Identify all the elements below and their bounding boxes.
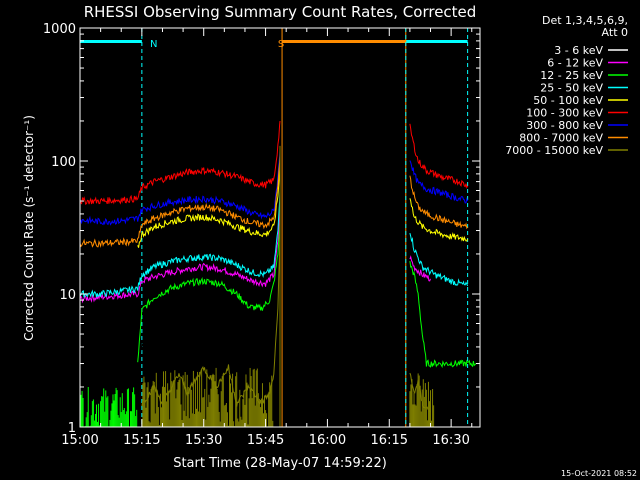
night-flag-bar bbox=[80, 40, 142, 43]
y-tick-label: 1 bbox=[68, 421, 76, 436]
x-tick-label: 16:15 bbox=[371, 433, 408, 448]
legend-header: Det 1,3,4,5,6,9, bbox=[542, 14, 628, 27]
plot-frame bbox=[79, 27, 481, 428]
legend-entry-label: 12 - 25 keV bbox=[540, 69, 603, 82]
series-line bbox=[409, 160, 469, 204]
series-line bbox=[409, 198, 469, 242]
legend-entry-label: 50 - 100 keV bbox=[533, 94, 603, 107]
series-line bbox=[137, 163, 281, 248]
series-line bbox=[137, 270, 281, 375]
x-tick-label: 15:15 bbox=[123, 433, 160, 448]
legend-entry-label: 800 - 7000 keV bbox=[519, 132, 603, 145]
series-line bbox=[409, 123, 469, 189]
series-line bbox=[409, 255, 431, 282]
x-tick-label: 16:00 bbox=[309, 433, 346, 448]
legend-entry-label: 3 - 6 keV bbox=[554, 44, 603, 57]
legend-entry-label: 7000 - 15000 keV bbox=[505, 144, 603, 157]
series-line bbox=[79, 207, 281, 304]
y-tick-label: 100 bbox=[51, 155, 76, 170]
x-tick-label: 15:45 bbox=[247, 433, 284, 448]
legend-entry-label: 300 - 800 keV bbox=[526, 119, 603, 132]
axes: 1 10 100 1000 15:00 15:15 15:30 15:45 16:00 16:15… bbox=[43, 22, 481, 448]
x-tick-label: 15:30 bbox=[185, 433, 222, 448]
y-tick-label: 1000 bbox=[43, 22, 76, 37]
annotation-label: S bbox=[278, 39, 284, 50]
series-line bbox=[141, 230, 281, 407]
series-line bbox=[409, 261, 477, 369]
footer-date: 15-Oct-2021 08:52 bbox=[561, 469, 637, 478]
y-tick-label: 10 bbox=[59, 288, 76, 303]
series-line bbox=[409, 372, 431, 413]
series-line bbox=[79, 120, 281, 206]
annotation-label: N bbox=[150, 39, 157, 50]
legend-entry-label: 6 - 12 keV bbox=[547, 57, 603, 70]
legend-header: Att 0 bbox=[602, 26, 628, 39]
legend-entry-label: 100 - 300 keV bbox=[526, 107, 603, 120]
saa-flag-bar bbox=[282, 40, 406, 43]
chart-title: RHESSI Observing Summary Count Rates, Co… bbox=[84, 3, 477, 21]
x-tick-label: 16:30 bbox=[432, 433, 469, 448]
series-line bbox=[137, 221, 281, 363]
series-line bbox=[79, 150, 281, 226]
series-line bbox=[409, 232, 469, 287]
x-axis-label: Start Time (28-May-07 14:59:22) bbox=[173, 456, 387, 471]
night-flag-bar bbox=[405, 40, 468, 43]
x-tick-label: 15:00 bbox=[61, 433, 98, 448]
series-line bbox=[79, 190, 281, 298]
series-line bbox=[79, 155, 281, 248]
series-line bbox=[409, 175, 469, 230]
y-axis-label: Corrected Count Rate (s⁻¹ detector⁻¹) bbox=[22, 115, 36, 341]
legend-entry-label: 25 - 50 keV bbox=[540, 82, 603, 95]
series-line bbox=[409, 281, 423, 404]
